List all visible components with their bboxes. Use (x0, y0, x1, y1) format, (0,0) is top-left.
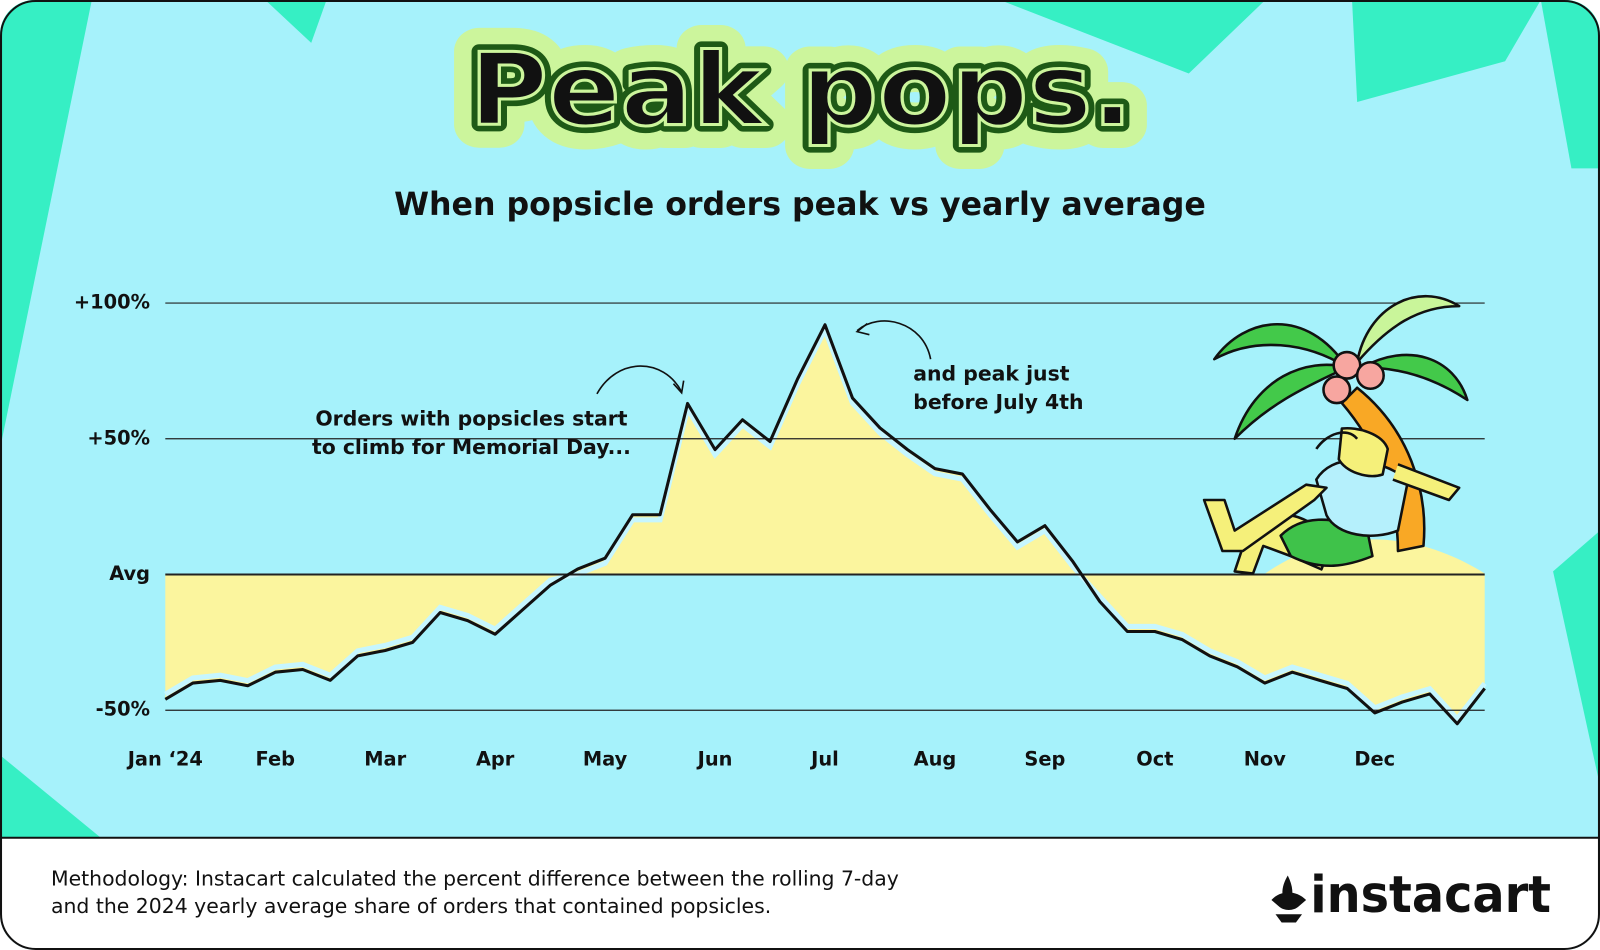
x-tick-label: Jun (696, 748, 733, 771)
y-tick-label: +100% (74, 291, 150, 314)
annotation: Orders with popsicles start (315, 406, 627, 430)
x-tick-label: Oct (1136, 748, 1173, 771)
decoration (0, 0, 92, 449)
footer-panel (0, 837, 1600, 950)
brand-name: instacart (1310, 866, 1551, 925)
annotation: to climb for Memorial Day... (312, 435, 631, 459)
chart-title: Peak pops. (469, 31, 1132, 148)
title-outline: Peak pops. (469, 31, 1132, 148)
annotation: before July 4th (913, 390, 1083, 414)
x-tick-label: Dec (1354, 748, 1395, 771)
line-highlight (164, 323, 1487, 723)
y-tick-label: Avg (109, 562, 150, 585)
decoration (1000, 0, 1266, 74)
annotation-arrowhead (855, 322, 870, 336)
x-tick-label: Feb (256, 748, 295, 771)
x-tick-label: Aug (914, 748, 957, 771)
y-tick-label: +50% (87, 426, 150, 449)
decoration (1352, 0, 1541, 103)
chart-subtitle: When popsicle orders peak vs yearly aver… (394, 187, 1206, 223)
y-tick-label: -50% (96, 698, 150, 721)
x-tick-label: Jan ‘24 (126, 748, 203, 771)
x-tick-label: Jul (809, 748, 839, 771)
data-line (164, 323, 1486, 726)
decoration (1540, 0, 1600, 169)
plot-area: +100% +50% Avg -50% Jan ‘24 Feb Mar Apr May Jun Ju… (74, 291, 1487, 771)
annotation: and peak just (913, 361, 1069, 385)
decoration (1553, 530, 1600, 786)
annotation-arrow (596, 365, 683, 395)
brand-logo (1271, 875, 1307, 923)
annotation-arrowhead (672, 380, 685, 395)
x-tick-label: Mar (364, 748, 406, 771)
x-tick-label: Nov (1244, 748, 1287, 771)
x-tick-label: May (583, 748, 628, 771)
decoration (265, 0, 327, 43)
decoration (0, 755, 103, 839)
methodology-text: Methodology: Instacart calculated the pe… (51, 867, 899, 891)
x-tick-label: Apr (476, 748, 515, 771)
methodology-text: and the 2024 yearly average share of ord… (51, 894, 771, 918)
title-glow: Peak pops. (469, 31, 1132, 148)
illustration (1202, 295, 1485, 575)
x-tick-label: Sep (1024, 748, 1065, 771)
